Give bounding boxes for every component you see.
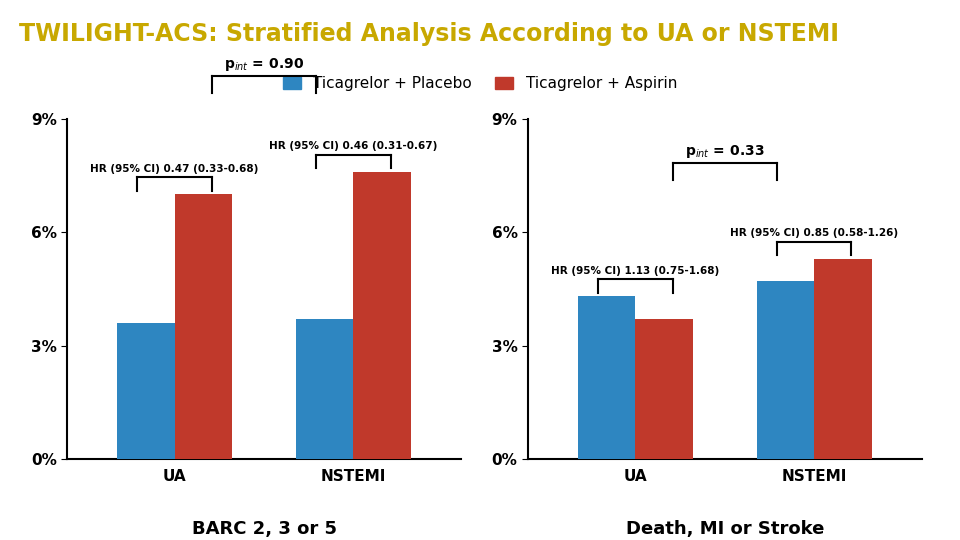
- Text: #AHA19: #AHA19: [880, 514, 950, 529]
- Bar: [353, 172, 411, 459]
- Text: HR (95% CI) 0.46 (0.31-0.67): HR (95% CI) 0.46 (0.31-0.67): [269, 141, 438, 151]
- Text: HR (95% CI) 0.85 (0.58-1.26): HR (95% CI) 0.85 (0.58-1.26): [731, 228, 899, 238]
- Bar: [757, 281, 814, 459]
- Text: HR (95% CI) 0.47 (0.33-0.68): HR (95% CI) 0.47 (0.33-0.68): [90, 164, 259, 174]
- Bar: [578, 296, 636, 459]
- Text: HR (95% CI) 1.13 (0.75-1.68): HR (95% CI) 1.13 (0.75-1.68): [551, 266, 719, 276]
- Text: p$_{int}$ = 0.33: p$_{int}$ = 0.33: [685, 143, 764, 160]
- Bar: [117, 323, 175, 459]
- Bar: [636, 319, 692, 459]
- Text: ScientificSessions.org: ScientificSessions.org: [10, 514, 198, 529]
- Text: BARC 2, 3 or 5: BARC 2, 3 or 5: [191, 520, 337, 538]
- Bar: [175, 194, 231, 459]
- Bar: [814, 259, 872, 459]
- Bar: [297, 319, 353, 459]
- Text: p$_{int}$ = 0.90: p$_{int}$ = 0.90: [224, 56, 304, 73]
- Text: TWILIGHT-ACS: Stratified Analysis According to UA or NSTEMI: TWILIGHT-ACS: Stratified Analysis Accord…: [19, 22, 839, 46]
- Legend: Ticagrelor + Placebo, Ticagrelor + Aspirin: Ticagrelor + Placebo, Ticagrelor + Aspir…: [276, 70, 684, 97]
- Text: Death, MI or Stroke: Death, MI or Stroke: [626, 520, 824, 538]
